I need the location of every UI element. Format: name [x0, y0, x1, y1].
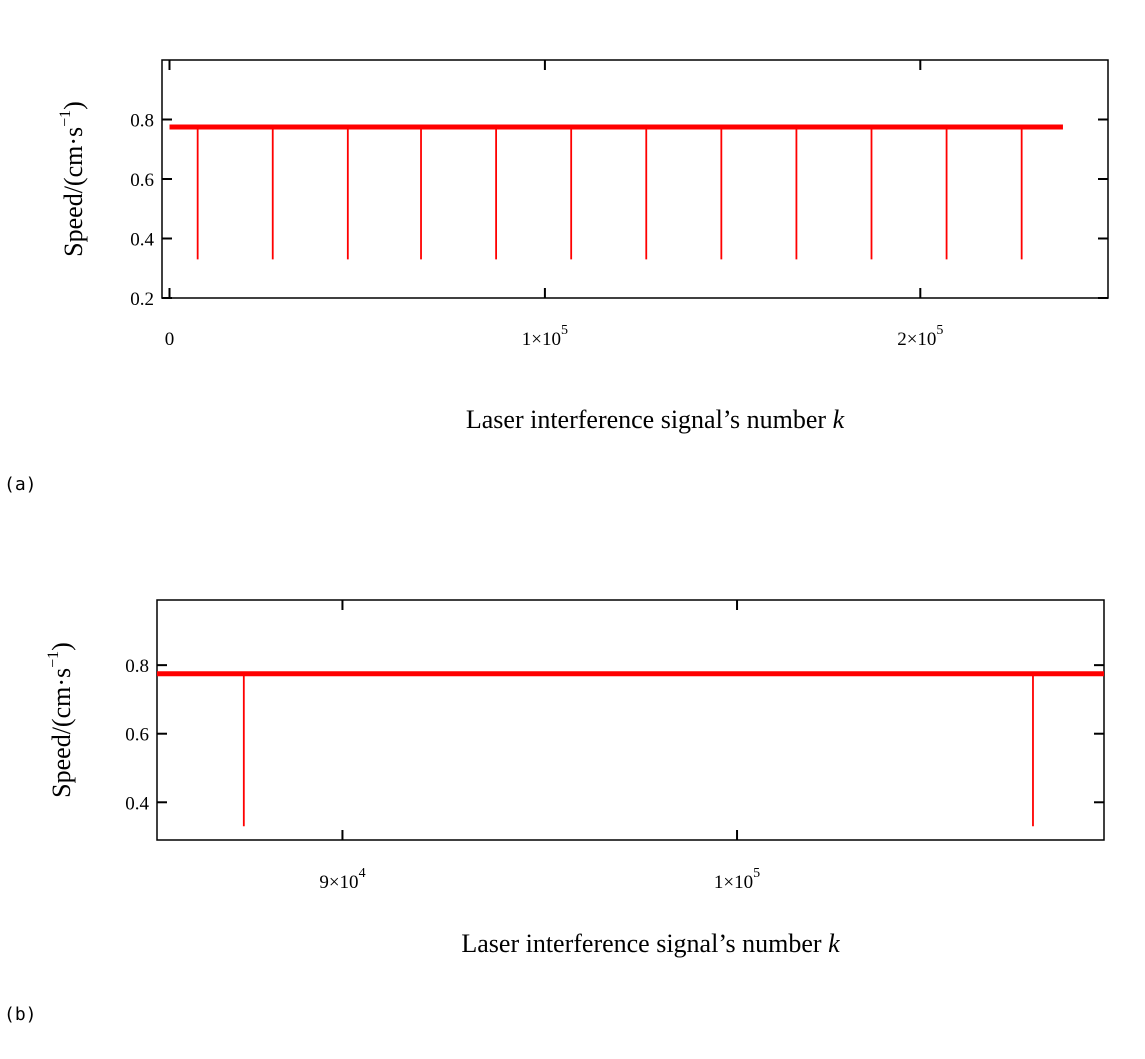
x-tick-mantissa: 0 — [165, 329, 175, 350]
x-axis-title-text: Laser interference signal’s number — [466, 405, 833, 434]
chart-panel-b: 0.4 0.6 0.8 9×104 1×105 Laser interference si… — [4, 599, 1105, 1025]
y-tick-label: 0.8 — [125, 656, 149, 677]
x-axis-title: Laser interference signal’s number k — [466, 405, 845, 434]
y-tick-label: 0.4 — [130, 230, 154, 251]
x-tick-mantissa: 2×10 — [897, 329, 936, 350]
y-tick-label: 0.2 — [130, 289, 154, 310]
y-tick-label: 0.8 — [130, 111, 154, 132]
plot-frame — [161, 59, 1109, 299]
x-tick-exponent: 4 — [359, 866, 366, 881]
y-axis-title-text: Speed/(cm·s — [47, 668, 76, 798]
x-tick-label: 0 — [165, 329, 175, 350]
y-axis-title-exponent: −1 — [45, 651, 62, 668]
x-axis-variable: k — [828, 929, 840, 958]
y-tick-label: 0.4 — [125, 793, 149, 814]
plot-frame — [156, 599, 1105, 841]
y-axis-title-close: ) — [47, 642, 76, 651]
x-axis-title-text: Laser interference signal’s number — [461, 929, 828, 958]
x-tick-label: 2×105 — [897, 323, 943, 350]
x-tick-mantissa: 1×10 — [714, 872, 753, 893]
y-axis-title-text: Speed/(cm·s — [59, 127, 88, 257]
x-axis-variable: k — [833, 405, 845, 434]
x-tick-exponent: 5 — [936, 323, 943, 338]
x-tick-exponent: 5 — [753, 866, 760, 881]
x-tick-exponent: 5 — [561, 323, 568, 338]
y-axis-title: Speed/(cm·s−1) — [57, 101, 88, 257]
x-tick-label: 1×105 — [522, 323, 568, 350]
x-tick-mantissa: 9×10 — [319, 872, 358, 893]
y-axis-title: Speed/(cm·s−1) — [45, 642, 76, 798]
y-axis-title-exponent: −1 — [57, 110, 74, 127]
y-tick-label: 0.6 — [125, 725, 149, 746]
x-tick-mantissa: 1×10 — [522, 329, 561, 350]
panel-label: (b) — [4, 1004, 37, 1025]
panel-label: (a) — [4, 474, 37, 495]
x-tick-label: 1×105 — [714, 866, 760, 893]
x-tick-label: 9×104 — [319, 866, 365, 893]
y-axis-title-close: ) — [59, 101, 88, 110]
x-axis-title: Laser interference signal’s number k — [461, 929, 840, 958]
y-tick-label: 0.6 — [130, 170, 154, 191]
